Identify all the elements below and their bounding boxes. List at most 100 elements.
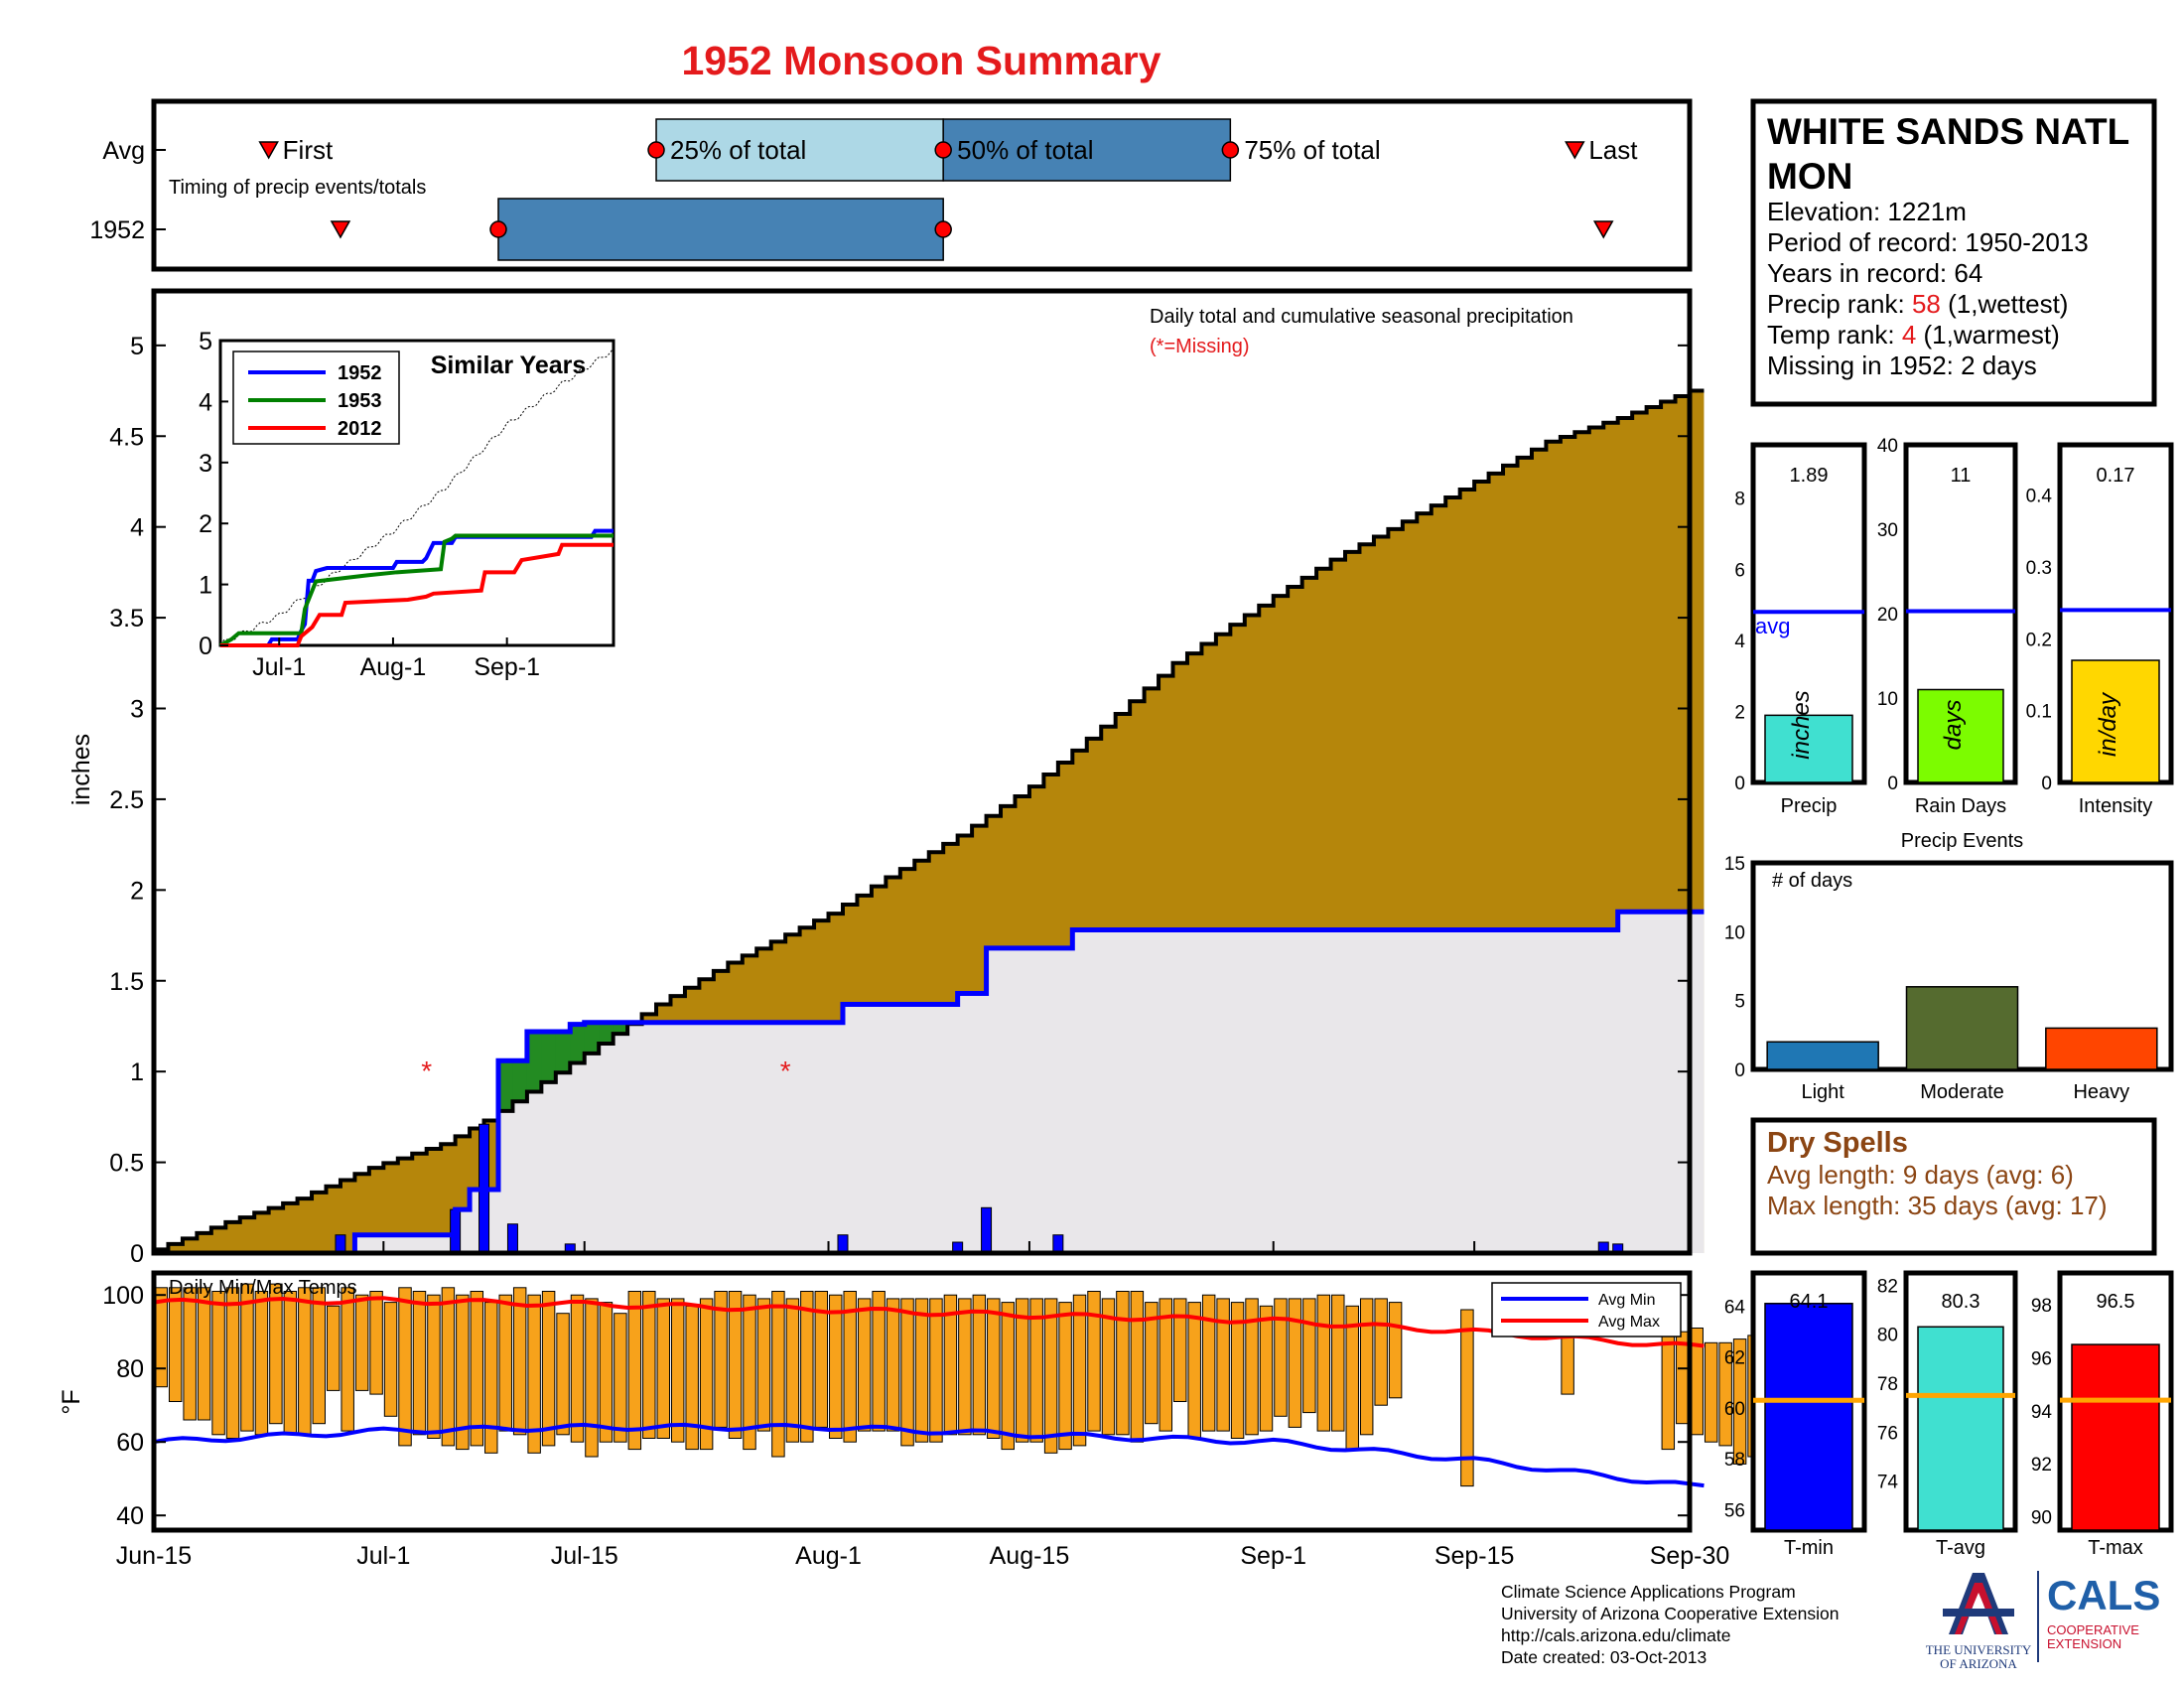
cals-wordmark: CALS bbox=[2047, 1572, 2161, 1618]
season-y-tick-label: 8 bbox=[1734, 490, 1745, 510]
daily-temp-bar bbox=[728, 1291, 743, 1439]
station-years: Years in record: 64 bbox=[1767, 258, 1982, 288]
daily-temp-bar bbox=[829, 1294, 843, 1439]
precip-events-y-tick-label: 15 bbox=[1724, 854, 1745, 875]
daily-temp-bar bbox=[642, 1291, 656, 1439]
daily-temp-bar bbox=[456, 1294, 470, 1451]
inset-legend-label: 1953 bbox=[338, 390, 382, 412]
season-y-tick-label: 4 bbox=[1734, 632, 1745, 652]
y-tick-label: 1.5 bbox=[109, 968, 144, 996]
footer-line3[interactable]: http://cals.arizona.edu/climate bbox=[1501, 1625, 1731, 1645]
daily-temp-bar bbox=[1173, 1298, 1187, 1403]
wetter-than-avg-segment bbox=[555, 1031, 571, 1073]
daily-temp-bar bbox=[699, 1298, 714, 1451]
season-panel-name: Rain Days bbox=[1915, 795, 2006, 817]
daily-temp-bar bbox=[556, 1313, 570, 1436]
inset-y-tick-label: 1 bbox=[199, 572, 212, 600]
daily-temp-bar bbox=[1374, 1298, 1388, 1406]
x-tick-label: Aug-1 bbox=[795, 1542, 862, 1570]
inset-x-tick-label: Sep-1 bbox=[474, 653, 540, 681]
inset-y-tick-label: 3 bbox=[199, 450, 212, 478]
daily-temp-bar bbox=[527, 1294, 541, 1454]
inset-series-line bbox=[220, 542, 614, 647]
avg-q25-q50-box bbox=[655, 118, 944, 182]
daily-temp-bar bbox=[1187, 1302, 1201, 1439]
observed-cumulative-area bbox=[154, 912, 1705, 1253]
season-y-tick-label: 30 bbox=[1877, 520, 1898, 541]
footer-credits: Climate Science Applications Program Uni… bbox=[1501, 1581, 1839, 1668]
avg-max-line bbox=[153, 1296, 1705, 1348]
temp-y-tick-label: 60 bbox=[116, 1429, 144, 1457]
daily-temp-bar bbox=[484, 1302, 498, 1454]
timing-panel: First 25% of total 50% of total 75% of tota… bbox=[89, 98, 1693, 272]
temp-bar-y-tick-label: 78 bbox=[1877, 1374, 1898, 1395]
inset-y-tick-label: 4 bbox=[199, 388, 212, 416]
precip-event-bar bbox=[1766, 1041, 1879, 1070]
temp-value-bar bbox=[2071, 1343, 2160, 1531]
daily-temp-bar bbox=[1718, 1341, 1732, 1447]
daily-temp-bar bbox=[312, 1287, 326, 1425]
season-bars-panel: 1.89 inches 0 2 4 6 8 Precip avg 11 days 0 10 20 30 40 R… bbox=[1734, 436, 2174, 817]
footer-line2: University of Arizona Cooperative Extens… bbox=[1501, 1604, 1840, 1623]
missing-note: (*=Missing) bbox=[1150, 336, 1250, 357]
precip-event-category: Heavy bbox=[2073, 1081, 2129, 1103]
season-value-bar bbox=[1764, 714, 1853, 783]
daily-temp-bar bbox=[1001, 1302, 1015, 1451]
university-of-arizona-logo: THE UNIVERSITY OF ARIZONA bbox=[1914, 1569, 2043, 1671]
y-tick-label: 0 bbox=[130, 1240, 144, 1268]
daily-temp-bar bbox=[670, 1298, 685, 1443]
season-panel-name: Intensity bbox=[2079, 795, 2152, 817]
daily-temp-bar bbox=[599, 1302, 614, 1443]
cumulative-precip-panel: * * 0 0.5 1 1.5 2 2.5 3 3.5 4 4.5 5 inches Daily total… bbox=[68, 288, 1705, 1268]
daily-temp-bar bbox=[211, 1291, 225, 1436]
daily-temp-bar bbox=[1230, 1302, 1245, 1439]
avg-min-line bbox=[153, 1422, 1705, 1488]
season-panel-name: Precip bbox=[1781, 795, 1838, 817]
daily-temp-bar bbox=[1288, 1298, 1302, 1428]
temp-value-bar bbox=[1917, 1326, 2004, 1531]
temps-title: Daily Min/Max Temps bbox=[169, 1277, 357, 1299]
temp-bar-y-tick-label: 96 bbox=[2031, 1348, 2052, 1369]
daily-temp-bar bbox=[341, 1287, 354, 1432]
observed-cumulative-line bbox=[154, 909, 1705, 1256]
temp-bar-y-tick-label: 92 bbox=[2031, 1455, 2052, 1476]
avg-q50-q75-box bbox=[942, 118, 1232, 182]
main-chart-title: Daily total and cumulative seasonal prec… bbox=[1150, 306, 1573, 328]
timing-quartile-marker bbox=[489, 220, 507, 238]
season-avg-label: avg bbox=[1755, 614, 1790, 638]
precip-event-category: Moderate bbox=[1920, 1081, 2004, 1103]
daily-precip-bar bbox=[837, 1234, 849, 1254]
daily-precip-bar bbox=[506, 1223, 518, 1254]
wetter-than-avg-segment bbox=[526, 1031, 542, 1092]
temp-panel-name: T-max bbox=[2088, 1537, 2143, 1559]
daily-precip-bar bbox=[1052, 1234, 1064, 1254]
temps-legend-box bbox=[1491, 1282, 1682, 1337]
temps-legend-label: Avg Min bbox=[1598, 1292, 1656, 1309]
temp-bar-y-tick-label: 58 bbox=[1724, 1450, 1745, 1471]
daily-temp-bar bbox=[470, 1291, 484, 1447]
daily-temp-bar bbox=[843, 1291, 857, 1443]
daily-temp-bar bbox=[1101, 1298, 1116, 1436]
precip-event-bar bbox=[1905, 986, 2019, 1070]
temp-y-tick-label: 80 bbox=[116, 1355, 144, 1383]
daily-temp-bar bbox=[1274, 1298, 1288, 1417]
station-period: Period of record: 1950-2013 bbox=[1767, 227, 2089, 257]
temp-bar-y-tick-label: 74 bbox=[1877, 1473, 1899, 1493]
temp-y-tick-label: 100 bbox=[102, 1282, 144, 1310]
precip-events-ylabel: # of days bbox=[1772, 870, 1852, 892]
precip-event-category: Light bbox=[1801, 1081, 1844, 1103]
main-plot-frame bbox=[151, 288, 1693, 1256]
daily-temp-bar bbox=[771, 1291, 785, 1458]
timing-first-last-marker bbox=[1565, 141, 1585, 160]
temp-bar-y-tick-label: 80 bbox=[1877, 1326, 1898, 1346]
footer-line4: Date created: 03-Oct-2013 bbox=[1501, 1647, 1707, 1667]
daily-temp-bar bbox=[197, 1287, 211, 1421]
missing-day-marker: * bbox=[421, 1055, 432, 1086]
daily-temp-bar bbox=[1029, 1298, 1043, 1443]
wetter-than-avg-segment bbox=[512, 1060, 528, 1102]
daily-temp-bar bbox=[785, 1298, 800, 1443]
daily-temps-panel: Jun-15 Jul-1 Jul-15 Aug-1 Aug-15 Sep-1 Sep-15 S… bbox=[58, 1270, 1790, 1570]
timing-quartile-marker bbox=[1221, 141, 1240, 159]
missing-day-marker: * bbox=[780, 1055, 791, 1086]
